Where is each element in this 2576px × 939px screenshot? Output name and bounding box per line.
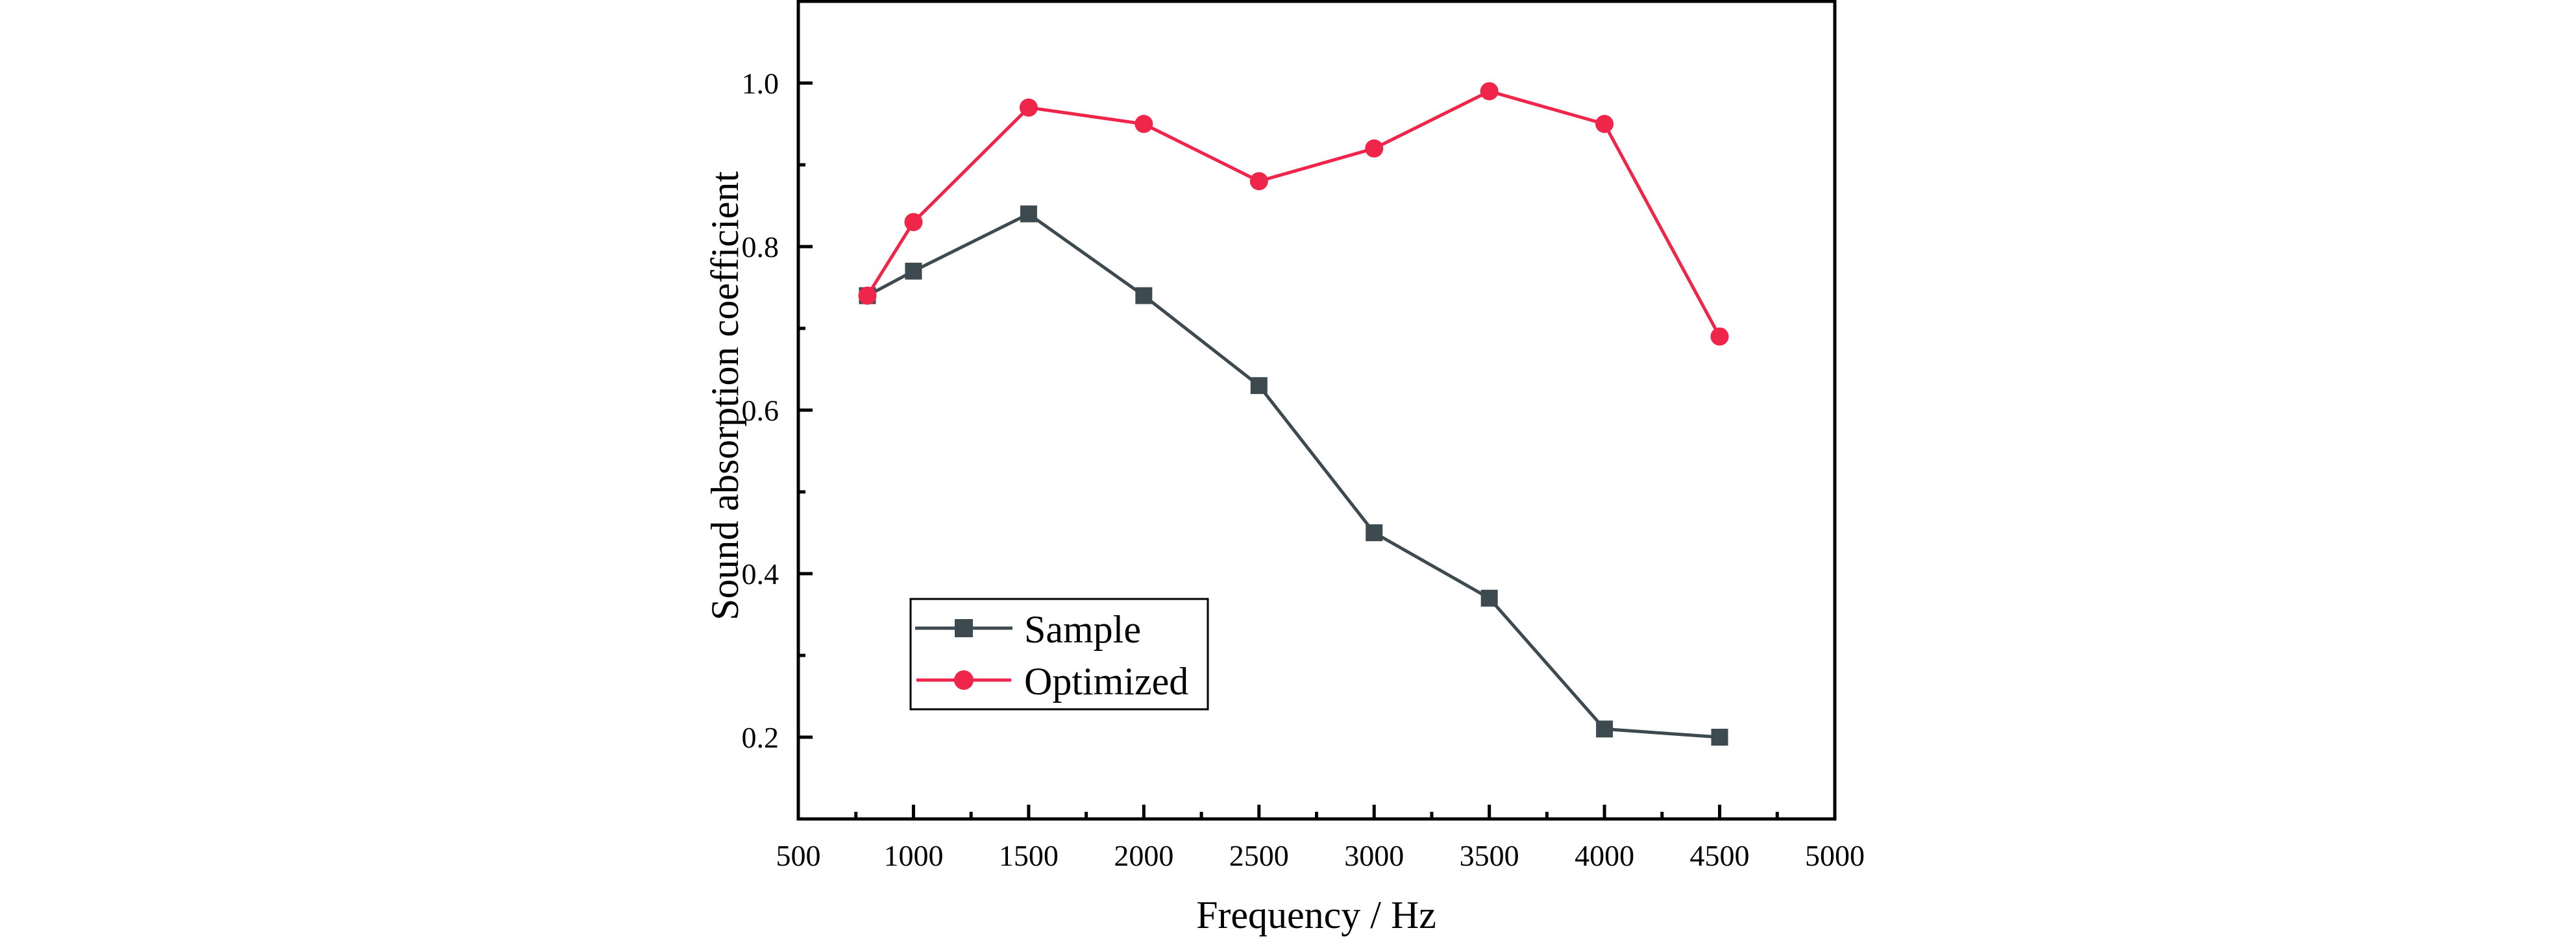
data-point-circle: [1365, 139, 1384, 158]
series-layer: [858, 82, 1729, 746]
data-point-square: [1711, 729, 1728, 746]
data-point-circle: [904, 213, 923, 232]
data-point-circle: [1595, 115, 1614, 133]
data-point-circle: [1019, 98, 1038, 117]
data-point-circle: [1249, 172, 1268, 191]
x-tick-label: 3000: [1344, 839, 1404, 872]
data-point-square: [1480, 589, 1498, 607]
data-point-square: [1020, 205, 1037, 223]
x-tick-label: 4500: [1690, 839, 1750, 872]
axes: 500 1000 1500 2000 2500 3000 3500 4000 4500 5000 0…: [742, 0, 1865, 872]
x-tick-label: 1000: [883, 839, 943, 872]
x-tick-label: 500: [776, 839, 821, 872]
legend-label-optimized: Optimized: [1024, 660, 1188, 703]
x-tick-label: 1500: [999, 839, 1059, 872]
x-tick-label: 2000: [1114, 839, 1173, 872]
legend: Sample Optimized: [909, 598, 1209, 711]
legend-box: [909, 598, 1209, 711]
data-point-square: [905, 262, 922, 280]
y-tick-label: 0.4: [742, 557, 779, 591]
y-axis-title: Sound absorption coefficient: [704, 171, 746, 620]
legend-label-sample: Sample: [1024, 608, 1141, 651]
x-tick-label: 4000: [1575, 839, 1634, 872]
data-point-circle: [1135, 115, 1153, 133]
x-axis-title: Frequency / Hz: [1196, 894, 1436, 936]
legend-marker-square: [955, 619, 973, 637]
data-point-square: [1596, 720, 1613, 738]
x-tick-label: 5000: [1805, 839, 1865, 872]
data-point-square: [1366, 524, 1383, 541]
x-tick-label: 2500: [1229, 839, 1289, 872]
data-point-circle: [1480, 82, 1499, 101]
x-tick-label: 3500: [1460, 839, 1519, 872]
y-tick-label: 0.8: [742, 230, 779, 263]
y-tick-label: 0.6: [742, 394, 779, 427]
data-point-circle: [858, 286, 877, 305]
legend-marker-circle: [954, 670, 974, 690]
y-tick-label: 1.0: [742, 67, 779, 100]
y-tick-label: 0.2: [742, 721, 779, 754]
series-optimized: [858, 82, 1729, 346]
data-point-circle: [1710, 327, 1729, 346]
data-point-square: [1135, 287, 1153, 304]
series-line-optimized: [866, 89, 1721, 337]
data-point-square: [1250, 377, 1268, 395]
